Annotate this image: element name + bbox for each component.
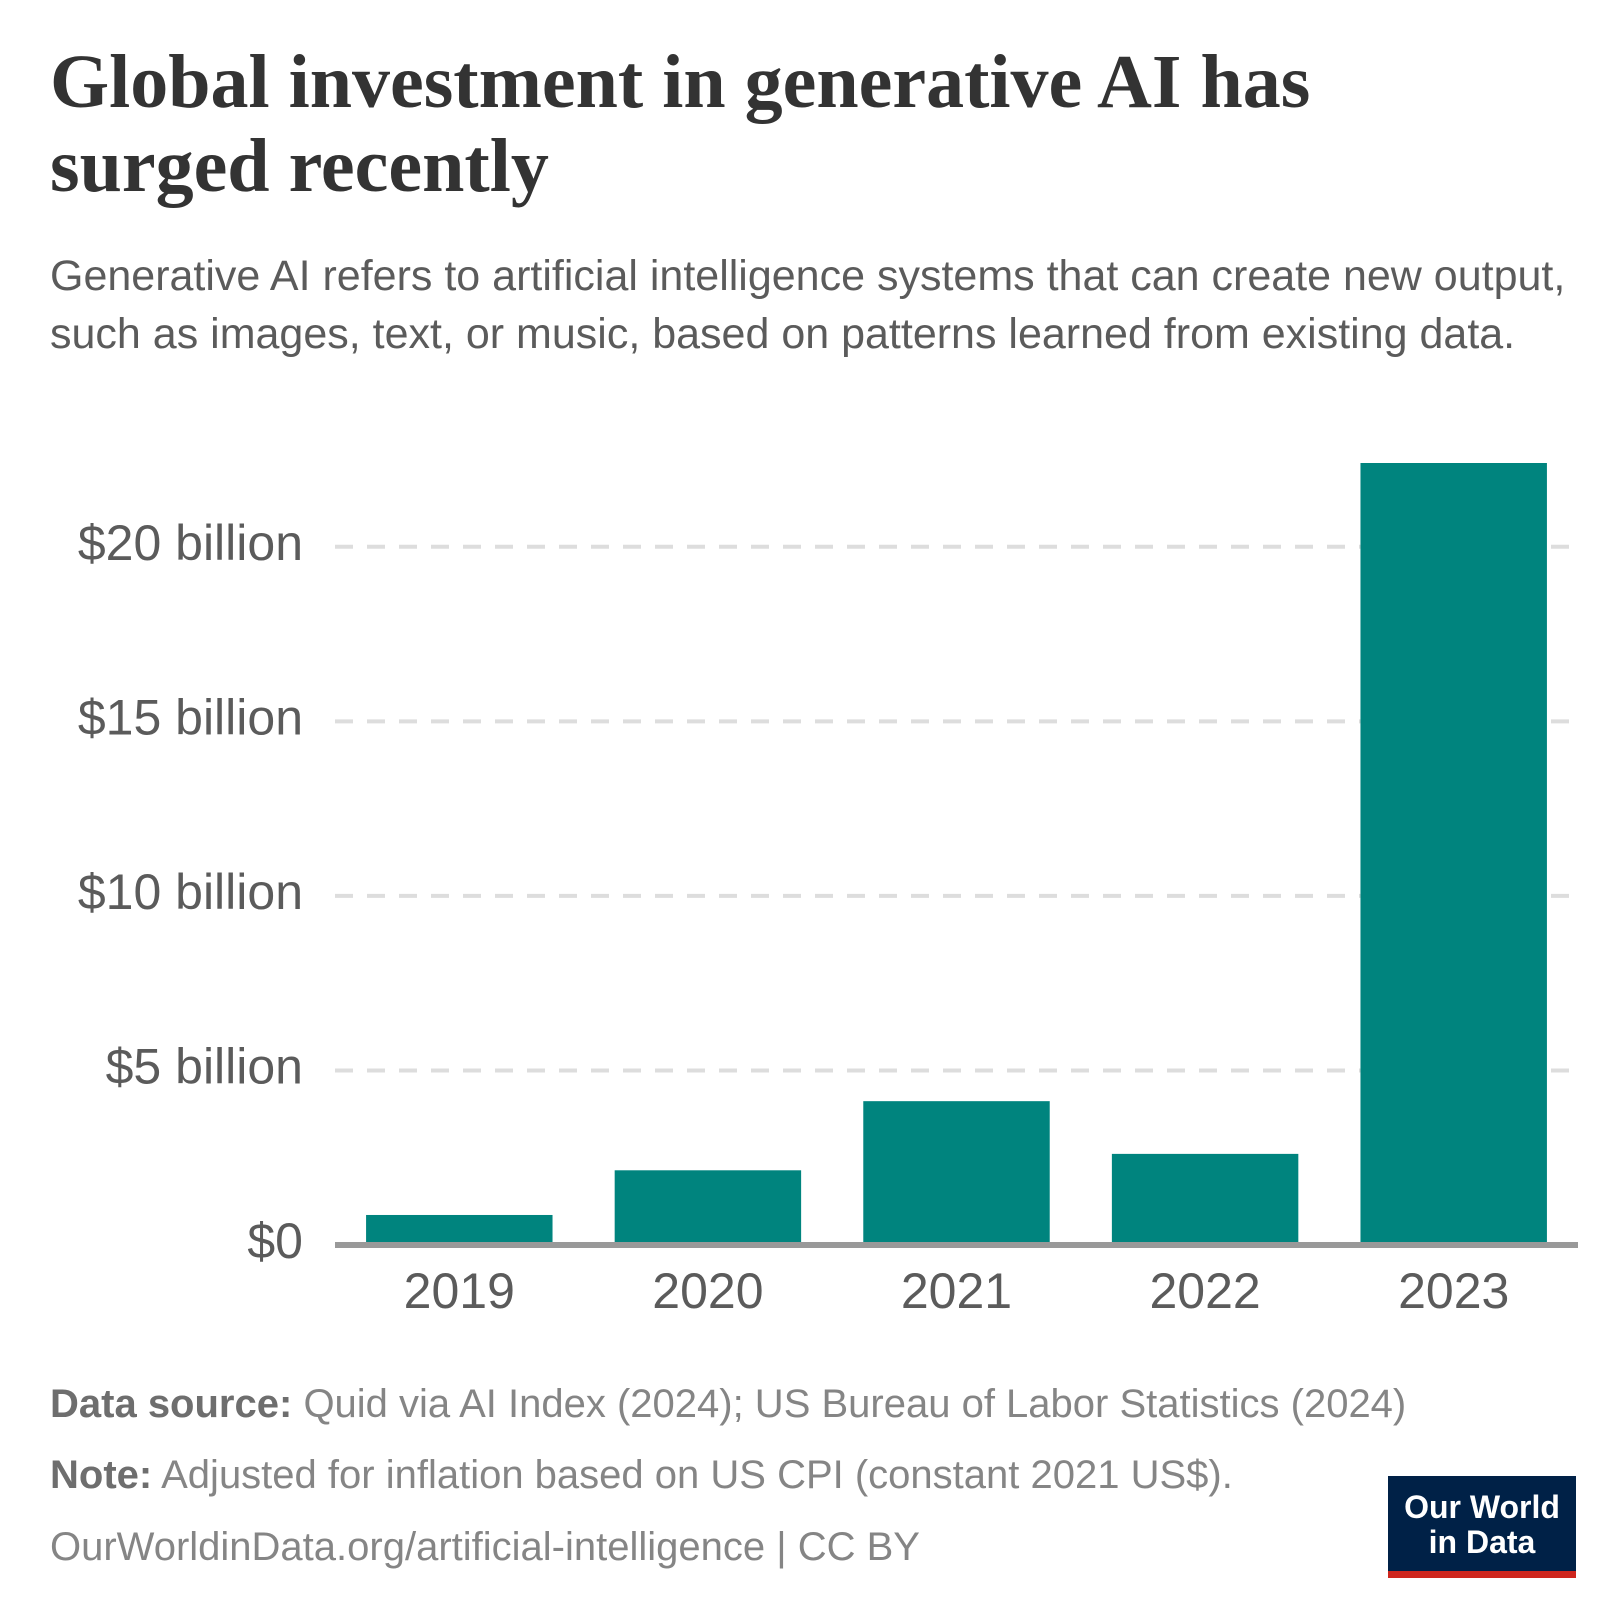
logo: Our World in Data	[1388, 1476, 1576, 1578]
logo-line: Our World	[1404, 1489, 1560, 1525]
x-tick-label: 2023	[1398, 1263, 1509, 1319]
source: Data source: Quid via AI Index (2024); U…	[50, 1382, 1406, 1427]
x-tick-label: 2019	[404, 1263, 515, 1319]
bar	[863, 1101, 1050, 1245]
note-label: Note:	[50, 1453, 153, 1497]
y-tick-label: $5 billion	[106, 1039, 303, 1095]
x-tick-label: 2022	[1149, 1263, 1260, 1319]
x-tick-label: 2021	[901, 1263, 1012, 1319]
logo-line: in Data	[1428, 1524, 1536, 1560]
bar	[1360, 463, 1547, 1245]
url: OurWorldinData.org/artificial-intelligen…	[50, 1525, 920, 1569]
y-tick-label: $10 billion	[78, 864, 303, 920]
y-tick-label: $20 billion	[78, 515, 303, 571]
bar	[366, 1214, 553, 1245]
chart: $0 $5 billion $10 billion $15 billion $20 bi…	[78, 463, 1578, 1319]
note: Note: Adjusted for inflation based on US…	[50, 1453, 1233, 1498]
note-text: Adjusted for inflation based on US CPI (…	[161, 1453, 1233, 1497]
y-tick-label: $0	[247, 1213, 303, 1269]
bar	[1111, 1153, 1299, 1245]
title: Global investment in generative AI has s…	[50, 40, 1311, 208]
source-text: Quid via AI Index (2024); US Bureau of L…	[303, 1382, 1407, 1426]
x-tick-label: 2020	[652, 1263, 763, 1319]
y-tick-label: $15 billion	[78, 690, 303, 746]
source-label: Data source:	[50, 1382, 293, 1426]
subtitle: Generative AI refers to artificial intel…	[50, 252, 1566, 358]
bar	[614, 1170, 802, 1245]
